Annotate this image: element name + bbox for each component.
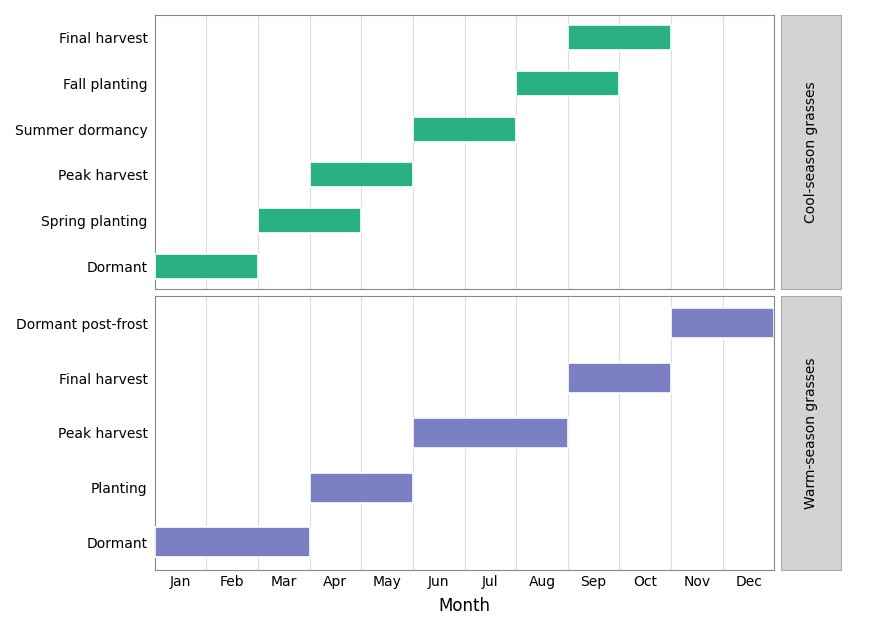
Bar: [310, 163, 413, 187]
Bar: [413, 418, 568, 448]
Text: Cool-season grasses: Cool-season grasses: [804, 81, 818, 223]
Text: Warm-season grasses: Warm-season grasses: [804, 357, 818, 508]
Bar: [516, 71, 619, 96]
X-axis label: Month: Month: [438, 597, 490, 615]
Bar: [568, 25, 671, 50]
Bar: [671, 308, 774, 338]
Bar: [258, 208, 362, 233]
Bar: [154, 527, 310, 558]
Bar: [310, 472, 413, 503]
Bar: [154, 253, 258, 278]
Bar: [413, 117, 516, 142]
Bar: [568, 363, 671, 393]
